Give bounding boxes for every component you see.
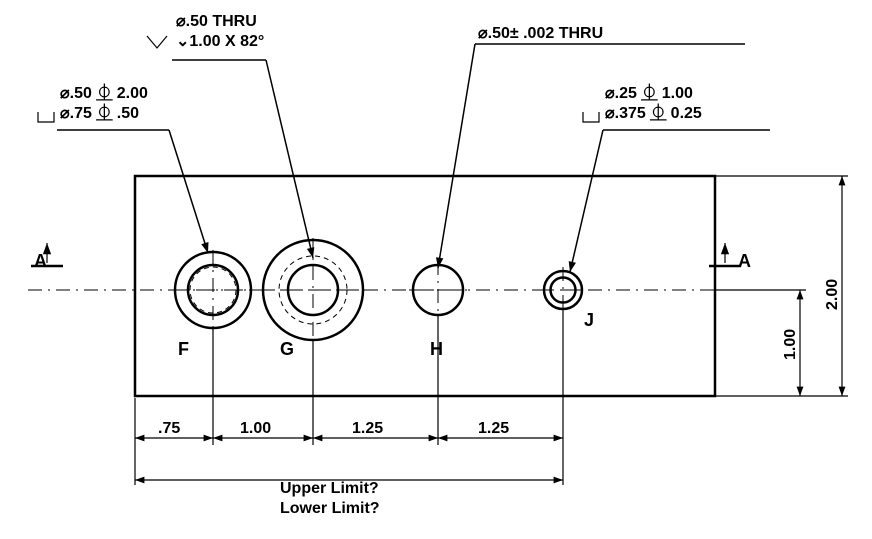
callout-f-line2: ⌀.75 ⏂ .50 bbox=[60, 103, 139, 122]
callout-g-line2: ⌄1.00 X 82° bbox=[176, 33, 264, 50]
hole-label-j: J bbox=[584, 310, 594, 330]
hole-label-g: G bbox=[280, 339, 294, 359]
dim-h-0: .75 bbox=[158, 420, 180, 437]
drawing-canvas: A A F G H J ⌀.50 THRU ⌄1.00 X 82° ⌀.50± .002 THR… bbox=[0, 0, 872, 539]
section-marker-right: A bbox=[738, 251, 751, 271]
dim-h-1: 1.00 bbox=[240, 420, 271, 437]
hole-label-f: F bbox=[178, 339, 189, 359]
dim-h-2: 1.25 bbox=[352, 420, 383, 437]
callout-j-line1: ⌀.25 ⏂ 1.00 bbox=[605, 83, 693, 102]
dim-upper-limit: Upper Limit? bbox=[280, 480, 379, 497]
callout-j-line2: ⌀.375 ⏂ 0.25 bbox=[605, 103, 702, 122]
dim-h-3: 1.25 bbox=[478, 420, 509, 437]
hole-label-h: H bbox=[430, 339, 443, 359]
dim-v-1: 2.00 bbox=[824, 279, 841, 310]
callout-f-line1: ⌀.50 ⏂ 2.00 bbox=[60, 83, 148, 102]
callout-h-line1: ⌀.50± .002 THRU bbox=[478, 25, 603, 42]
part-outline bbox=[135, 176, 715, 396]
section-marker-left: A bbox=[34, 251, 47, 271]
callout-g-line1: ⌀.50 THRU bbox=[176, 13, 257, 30]
dim-v-0: 1.00 bbox=[782, 329, 799, 360]
dim-lower-limit: Lower Limit? bbox=[280, 500, 380, 517]
